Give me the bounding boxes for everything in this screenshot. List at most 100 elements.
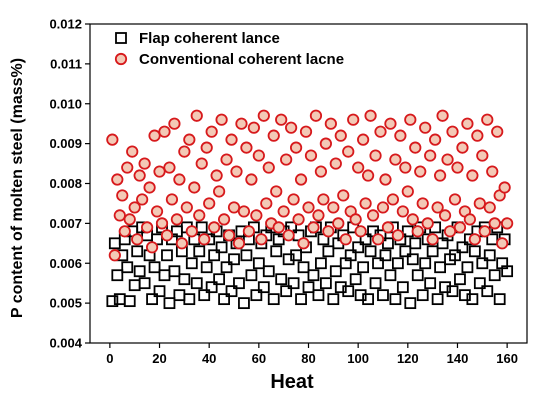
x-tick-label: 160 [496, 351, 518, 366]
square-data-point [193, 245, 206, 258]
square-data-point [419, 257, 432, 270]
square-data-point [205, 281, 218, 294]
circle-data-point [208, 221, 221, 234]
circle-data-point [195, 157, 208, 170]
square-data-point [198, 289, 211, 302]
square-data-point [461, 261, 474, 274]
circle-data-point [175, 237, 188, 250]
circle-data-point [282, 229, 295, 242]
square-data-point [369, 277, 382, 290]
circle-data-point [200, 141, 213, 154]
circle-data-point [369, 149, 382, 162]
circle-data-point [411, 225, 424, 238]
square-data-point [275, 273, 288, 286]
y-tick-label: 0.006 [49, 256, 82, 271]
square-data-point [225, 285, 238, 298]
circle-data-point [118, 225, 131, 238]
circle-data-point [230, 165, 243, 178]
square-data-point [245, 269, 258, 282]
square-data-point [123, 295, 136, 308]
circle-data-point [292, 213, 305, 226]
square-data-point [384, 269, 397, 282]
square-data-point [111, 269, 124, 282]
circle-data-point [160, 229, 174, 242]
square-data-point [334, 281, 347, 294]
circle-data-point [498, 181, 511, 194]
circle-data-point [476, 149, 489, 162]
circle-data-point [441, 153, 454, 166]
square-data-point [481, 285, 494, 298]
circle-data-point [364, 109, 377, 122]
square-data-point [483, 249, 496, 262]
circle-data-point [227, 201, 241, 214]
circle-data-point [317, 193, 330, 206]
circle-data-point [488, 217, 501, 230]
circle-data-point [116, 189, 129, 202]
x-tick-label: 100 [347, 351, 369, 366]
square-data-point [404, 297, 417, 310]
circle-data-point [287, 193, 300, 206]
circle-data-point [451, 161, 464, 174]
x-tick-label: 40 [202, 351, 216, 366]
square-data-point [280, 285, 293, 298]
circle-data-point [294, 173, 308, 186]
circle-data-point [205, 125, 218, 138]
circle-data-point [250, 209, 263, 222]
circle-data-point [391, 229, 404, 242]
circle-data-point [404, 113, 417, 126]
circle-data-point [121, 161, 134, 174]
square-data-point [190, 277, 203, 290]
circle-data-point [255, 233, 268, 246]
legend: Flap coherent lance Conventional coherent… [114, 30, 344, 68]
square-data-point [501, 265, 514, 278]
square-data-point [307, 269, 320, 282]
y-tick-label: 0.005 [49, 296, 82, 311]
square-data-point [377, 289, 389, 302]
square-data-point [267, 293, 280, 306]
circle-data-point [217, 213, 231, 226]
square-data-point [399, 245, 412, 258]
circle-data-point [337, 189, 350, 202]
circle-data-point [352, 161, 365, 174]
square-data-point [163, 297, 176, 310]
legend-marker [114, 52, 128, 66]
circle-data-point [501, 217, 514, 230]
square-data-point [382, 237, 394, 250]
x-tick-label: 120 [397, 351, 419, 366]
circle-data-point [131, 233, 144, 246]
y-tick-label: 0.012 [49, 17, 82, 32]
circle-data-point [178, 145, 191, 158]
circle-data-point [153, 165, 166, 178]
circle-data-point [357, 133, 370, 146]
circle-data-point [145, 241, 159, 254]
circle-data-point [349, 213, 362, 226]
circle-data-point [183, 133, 196, 146]
circle-data-point [334, 129, 347, 142]
square-data-point [220, 261, 233, 274]
circle-data-point [339, 233, 352, 246]
square-data-point [161, 249, 173, 262]
circle-data-point [257, 109, 270, 122]
circle-data-point [297, 237, 310, 250]
square-data-point [262, 265, 275, 278]
square-data-point [133, 265, 146, 278]
x-tick-label: 0 [106, 351, 113, 366]
square-data-point [344, 249, 357, 262]
series-2 [106, 109, 514, 262]
circle-data-point [113, 209, 126, 222]
square-data-point [372, 257, 384, 270]
square-data-point [327, 293, 340, 306]
circle-data-point [280, 153, 293, 166]
circle-data-point [242, 225, 256, 238]
circle-data-point [491, 125, 504, 138]
circle-data-point [443, 225, 457, 238]
circle-data-point [138, 157, 151, 170]
square-data-point [252, 257, 265, 270]
y-tick-label: 0.008 [49, 176, 82, 191]
square-data-point [315, 257, 327, 270]
circle-data-point [376, 201, 390, 214]
circle-data-point [399, 161, 412, 174]
square-data-point [228, 253, 240, 266]
circle-data-point [386, 193, 400, 206]
square-data-point [456, 241, 469, 254]
